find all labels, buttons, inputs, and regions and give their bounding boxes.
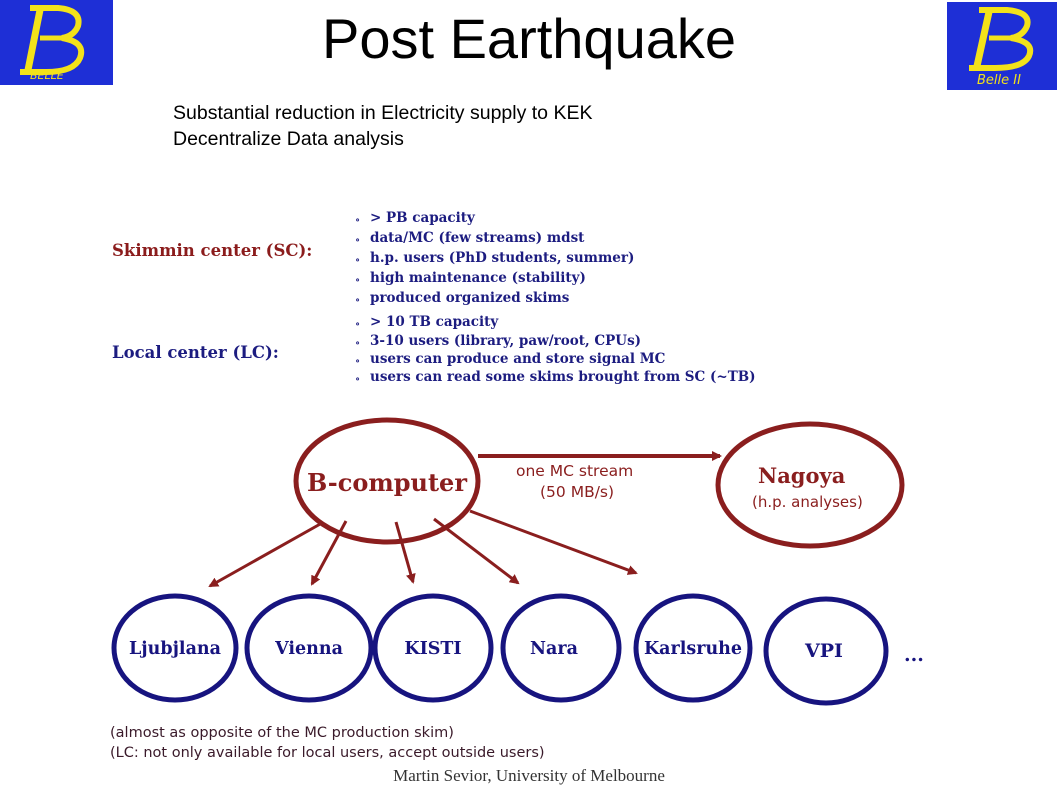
nagoya-node [715,421,905,549]
skim-center-list: ∘ > PB capacity ∘ data/MC (few streams) … [355,210,634,306]
local-center-label: Local center (LC): [112,343,279,362]
bullet-marker: ∘ [355,319,360,330]
nagoya-label: Nagoya [758,463,846,488]
hub-label: B-computer [307,468,467,497]
summary-bullets: Substantial reduction in Electricity sup… [173,100,592,152]
belle2-logo: Belle II [947,2,1057,90]
arrow-nara [433,517,520,585]
local-item: users can read some skims brought from S… [370,369,756,385]
note-line: (almost as opposite of the MC production… [110,725,454,741]
bullet-marker: ∘ [355,295,360,306]
bullet-marker: ∘ [355,215,360,226]
site-node-vienna [244,593,374,703]
local-item: 3-10 users (library, paw/root, CPUs) [370,333,641,349]
arrow-ljubjlana [208,521,323,588]
bullet-line: Substantial reduction in Electricity sup… [173,102,593,124]
belle-logo: BELLE [0,0,113,85]
bullet-marker: ∘ [355,275,360,286]
belle2-logo-text: Belle II [977,73,1021,88]
site-label: KISTI [404,639,461,659]
belle-logo-text: BELLE [30,69,64,82]
skim-item: high maintenance (stability) [370,270,586,286]
belle-logo-graphic: BELLE [20,5,85,82]
site-node-ljubjlana [111,593,239,703]
stream-rate-label: (50 MB/s) [540,483,614,501]
site-label: Vienna [274,639,343,659]
skim-item: > PB capacity [370,210,476,226]
skim-item: h.p. users (PhD students, summer) [370,250,634,266]
bullet-line: Decentralize Data analysis [173,128,404,150]
note-line: (LC: not only available for local users,… [110,745,545,761]
skim-item: produced organized skims [370,290,570,306]
site-node-nara [500,593,622,703]
bullet-marker: ∘ [355,338,360,349]
nagoya-sublabel: (h.p. analyses) [752,493,863,511]
site-label: Ljubjlana [129,639,221,659]
bullet-marker: ∘ [355,235,360,246]
site-label: Nara [530,639,578,659]
stream-label: one MC stream [516,462,633,480]
hub-node [293,417,481,545]
arrow-vienna [310,520,348,586]
local-item: > 10 TB capacity [370,314,499,330]
page-title: Post Earthquake [321,7,737,70]
arrow-karlsruhe [469,509,638,575]
skim-center-label: Skimmin center (SC): [112,241,312,260]
bullet-marker: ∘ [355,374,360,385]
arrow-kisti [394,521,416,584]
bullet-marker: ∘ [355,356,360,367]
site-label: VPI [804,640,843,662]
site-node-kisti [372,593,494,703]
more-sites-ellipsis: ... [904,644,924,666]
footer-credit: Martin Sevior, University of Melbourne [393,766,665,785]
bullet-marker: ∘ [355,255,360,266]
site-node-karlsruhe [633,593,753,703]
local-item: users can produce and store signal MC [370,351,666,367]
site-label: Karlsruhe [644,639,742,659]
site-node-vpi [763,596,889,706]
belle2-logo-graphic: Belle II [969,7,1034,88]
local-center-list: ∘ > 10 TB capacity ∘ 3-10 users (library… [355,314,756,385]
skim-item: data/MC (few streams) mdst [370,230,585,246]
